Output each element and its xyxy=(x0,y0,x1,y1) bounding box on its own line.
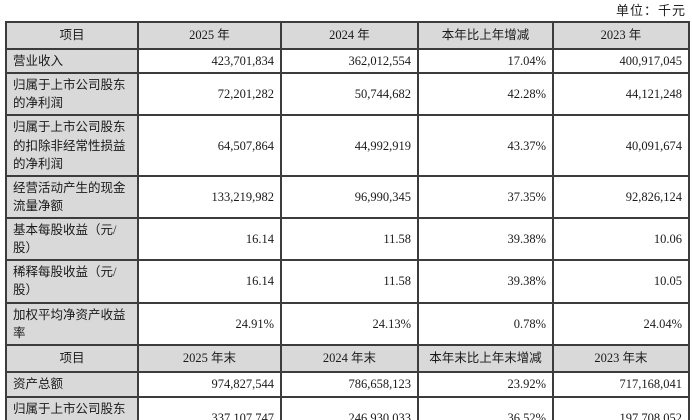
value-cell: 974,827,544 xyxy=(137,370,282,398)
table-row: 经营活动产生的现金流量净额 133,219,982 96,990,345 37.… xyxy=(5,174,690,220)
value-cell: 17.04% xyxy=(417,47,554,75)
value-cell: 362,012,554 xyxy=(280,47,419,75)
financial-summary-table: 项目 2025 年 2024 年 本年比上年增减 2023 年 营业收入 423… xyxy=(5,21,690,420)
table-row: 基本每股收益（元/股） 16.14 11.58 39.38% 10.06 xyxy=(5,216,690,262)
column-header-2024-end: 2024 年末 xyxy=(280,343,419,373)
column-header-2023-end: 2023 年末 xyxy=(552,343,690,373)
table-row: 归属于上市公司股东的扣除非经常性损益的净利润 64,507,864 44,992… xyxy=(5,114,690,177)
row-label: 稀释每股收益（元/股） xyxy=(5,259,139,304)
value-cell: 43.37% xyxy=(417,114,554,177)
value-cell: 50,744,682 xyxy=(280,72,419,117)
value-cell: 10.06 xyxy=(552,216,690,262)
value-cell: 39.38% xyxy=(417,259,554,304)
row-label: 经营活动产生的现金流量净额 xyxy=(5,174,139,220)
column-header-2025-end: 2025 年末 xyxy=(137,343,282,373)
unit-label: 单位：千元 xyxy=(615,3,686,18)
value-cell: 24.13% xyxy=(280,301,419,346)
value-cell: 96,990,345 xyxy=(280,174,419,220)
value-cell: 40,091,674 xyxy=(552,114,690,177)
value-cell: 72,201,282 xyxy=(137,72,282,117)
value-cell: 11.58 xyxy=(280,259,419,304)
value-cell: 400,917,045 xyxy=(552,47,690,75)
value-cell: 24.04% xyxy=(552,301,690,346)
table1-header-row: 项目 2025 年 2024 年 本年比上年增减 2023 年 xyxy=(5,21,690,50)
table-row: 归属于上市公司股东的净资产 337,107,747 246,930,033 36… xyxy=(5,395,690,420)
value-cell: 24.91% xyxy=(137,301,282,346)
value-cell: 39.38% xyxy=(417,216,554,262)
table-row: 营业收入 423,701,834 362,012,554 17.04% 400,… xyxy=(5,47,690,75)
row-label: 资产总额 xyxy=(5,370,139,398)
table-row: 稀释每股收益（元/股） 16.14 11.58 39.38% 10.05 xyxy=(5,259,690,304)
value-cell: 42.28% xyxy=(417,72,554,117)
column-header-item: 项目 xyxy=(5,21,139,50)
table-row: 归属于上市公司股东的净利润 72,201,282 50,744,682 42.2… xyxy=(5,72,690,117)
column-header-2023: 2023 年 xyxy=(552,21,690,50)
value-cell: 92,826,124 xyxy=(552,174,690,220)
value-cell: 337,107,747 xyxy=(137,395,282,420)
value-cell: 423,701,834 xyxy=(137,47,282,75)
value-cell: 11.58 xyxy=(280,216,419,262)
value-cell: 64,507,864 xyxy=(137,114,282,177)
value-cell: 786,658,123 xyxy=(280,370,419,398)
column-header-2025: 2025 年 xyxy=(137,21,282,50)
column-header-yoy-end-change: 本年末比上年末增减 xyxy=(417,343,554,373)
value-cell: 16.14 xyxy=(137,259,282,304)
value-cell: 717,168,041 xyxy=(552,370,690,398)
row-label: 基本每股收益（元/股） xyxy=(5,216,139,262)
value-cell: 36.52% xyxy=(417,395,554,420)
table-row: 加权平均净资产收益率 24.91% 24.13% 0.78% 24.04% xyxy=(5,301,690,346)
value-cell: 246,930,033 xyxy=(280,395,419,420)
row-label: 归属于上市公司股东的扣除非经常性损益的净利润 xyxy=(5,114,139,177)
value-cell: 197,708,052 xyxy=(552,395,690,420)
row-label: 加权平均净资产收益率 xyxy=(5,301,139,346)
value-cell: 133,219,982 xyxy=(137,174,282,220)
column-header-2024: 2024 年 xyxy=(280,21,419,50)
value-cell: 10.05 xyxy=(552,259,690,304)
value-cell: 44,121,248 xyxy=(552,72,690,117)
value-cell: 23.92% xyxy=(417,370,554,398)
value-cell: 44,992,919 xyxy=(280,114,419,177)
value-cell: 0.78% xyxy=(417,301,554,346)
column-header-item: 项目 xyxy=(5,343,139,373)
value-cell: 37.35% xyxy=(417,174,554,220)
column-header-yoy-change: 本年比上年增减 xyxy=(417,21,554,50)
row-label: 营业收入 xyxy=(5,47,139,75)
table-row: 资产总额 974,827,544 786,658,123 23.92% 717,… xyxy=(5,370,690,398)
row-label: 归属于上市公司股东的净资产 xyxy=(5,395,139,420)
value-cell: 16.14 xyxy=(137,216,282,262)
row-label: 归属于上市公司股东的净利润 xyxy=(5,72,139,117)
table2-header-row: 项目 2025 年末 2024 年末 本年末比上年末增减 2023 年末 xyxy=(5,343,690,373)
